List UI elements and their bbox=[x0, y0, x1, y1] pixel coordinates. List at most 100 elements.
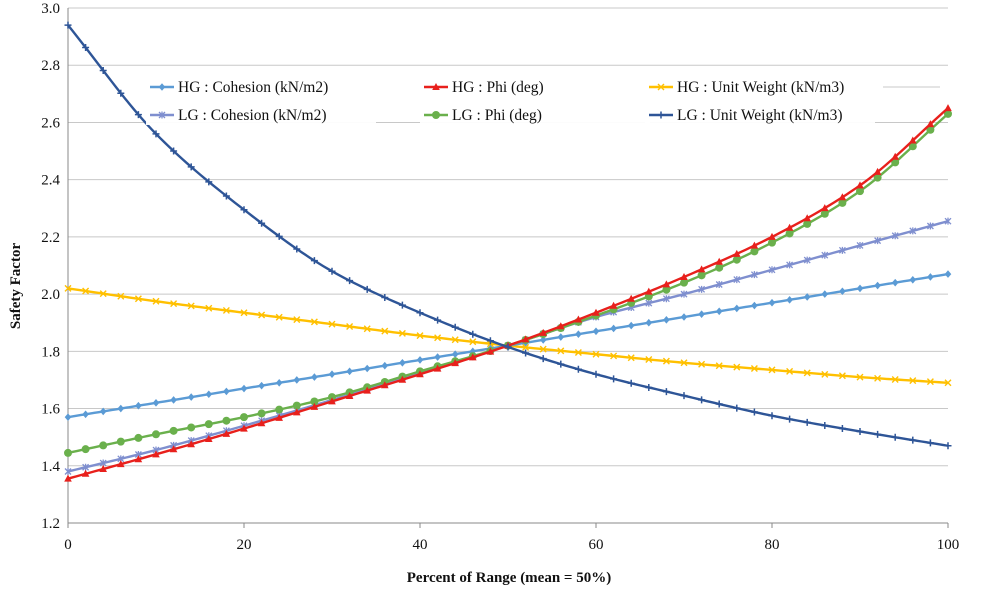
data-point bbox=[310, 397, 319, 406]
data-point bbox=[345, 391, 354, 399]
data-point bbox=[434, 353, 441, 361]
data-point bbox=[839, 287, 846, 296]
data-point bbox=[944, 109, 952, 118]
data-point bbox=[803, 219, 812, 228]
data-point bbox=[645, 383, 653, 391]
legend-item-bg bbox=[645, 103, 875, 125]
data-point bbox=[117, 89, 125, 97]
data-point bbox=[874, 237, 882, 245]
data-point bbox=[909, 276, 917, 284]
data-point bbox=[99, 407, 107, 416]
data-point bbox=[363, 285, 371, 293]
data-point bbox=[240, 424, 248, 432]
data-point bbox=[627, 294, 635, 302]
data-point bbox=[381, 327, 389, 335]
data-point bbox=[662, 285, 671, 294]
data-point bbox=[838, 246, 846, 254]
data-point bbox=[627, 379, 635, 387]
data-point bbox=[715, 400, 723, 408]
data-point bbox=[81, 469, 90, 477]
data-point bbox=[698, 310, 705, 318]
data-point bbox=[451, 350, 459, 358]
data-point bbox=[170, 300, 178, 308]
x-tick-label: 20 bbox=[237, 537, 252, 553]
data-point bbox=[557, 322, 565, 330]
data-point bbox=[574, 349, 582, 356]
data-point bbox=[662, 295, 670, 303]
data-point bbox=[346, 367, 353, 376]
data-point bbox=[486, 337, 494, 345]
data-point bbox=[715, 362, 723, 370]
legend-label: HG : Phi (deg) bbox=[452, 79, 544, 96]
data-point bbox=[504, 343, 512, 351]
data-point bbox=[416, 370, 424, 378]
data-point bbox=[398, 301, 406, 309]
data-point bbox=[891, 152, 899, 160]
data-point bbox=[908, 142, 917, 151]
data-point bbox=[838, 193, 847, 201]
data-point bbox=[574, 365, 582, 373]
data-point bbox=[944, 379, 952, 387]
x-tick-label: 80 bbox=[765, 537, 780, 553]
data-point bbox=[645, 299, 653, 307]
data-point bbox=[433, 364, 442, 372]
data-point bbox=[874, 374, 882, 382]
series-line bbox=[67, 112, 949, 455]
data-point bbox=[257, 409, 266, 418]
data-point bbox=[204, 420, 213, 429]
data-point bbox=[944, 442, 952, 450]
data-point bbox=[328, 320, 336, 328]
data-point bbox=[610, 324, 617, 333]
series-2 bbox=[64, 284, 952, 387]
data-point bbox=[258, 219, 266, 227]
legend-label: LG : Phi (deg) bbox=[452, 107, 542, 124]
data-point bbox=[275, 313, 283, 321]
data-point bbox=[64, 284, 72, 292]
data-point bbox=[346, 277, 354, 285]
data-point bbox=[803, 256, 811, 264]
data-point bbox=[856, 187, 864, 196]
data-point bbox=[363, 325, 371, 333]
legend-item: HG : Unit Weight (kN/m3) bbox=[645, 75, 875, 97]
series-5 bbox=[64, 21, 952, 450]
data-point bbox=[926, 120, 935, 128]
data-point bbox=[926, 125, 935, 134]
data-point bbox=[135, 401, 142, 410]
data-point bbox=[99, 441, 108, 450]
data-point bbox=[539, 345, 547, 353]
legend-swatch-marker bbox=[158, 111, 166, 119]
legend-swatch-marker bbox=[432, 111, 440, 119]
data-point bbox=[187, 423, 196, 432]
data-point bbox=[610, 375, 618, 383]
data-point bbox=[293, 376, 301, 384]
legend-item: LG : Phi (deg) bbox=[420, 103, 650, 125]
data-point bbox=[856, 181, 864, 189]
data-point bbox=[874, 281, 881, 290]
data-point bbox=[398, 375, 407, 383]
data-point bbox=[134, 455, 143, 463]
data-point bbox=[222, 429, 231, 437]
data-point bbox=[539, 336, 547, 344]
x-tick-label: 40 bbox=[413, 537, 428, 553]
data-point bbox=[715, 257, 723, 265]
data-point bbox=[82, 410, 89, 419]
y-tick-label: 2.8 bbox=[41, 58, 60, 74]
data-point bbox=[821, 290, 829, 298]
data-point bbox=[152, 450, 160, 458]
data-point bbox=[187, 393, 195, 401]
data-point bbox=[592, 308, 600, 316]
data-point bbox=[258, 311, 266, 319]
data-point bbox=[293, 408, 301, 416]
data-point bbox=[592, 327, 600, 336]
data-point bbox=[451, 323, 459, 331]
data-point bbox=[152, 130, 160, 138]
data-point bbox=[698, 360, 706, 368]
data-point bbox=[293, 245, 301, 253]
data-point bbox=[258, 381, 265, 390]
gridlines bbox=[68, 7, 948, 524]
data-point bbox=[838, 198, 847, 207]
data-point bbox=[134, 295, 142, 303]
data-point bbox=[750, 408, 758, 416]
data-point bbox=[821, 421, 829, 429]
